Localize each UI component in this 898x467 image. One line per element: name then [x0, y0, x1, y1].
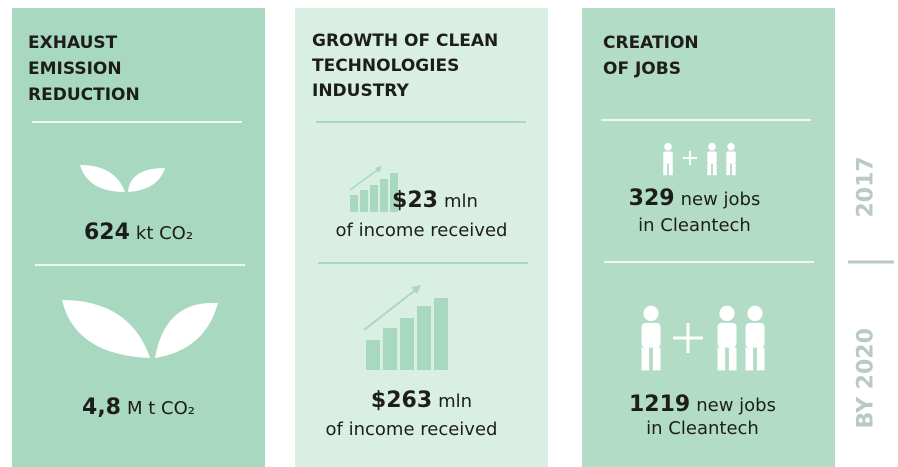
number: $263 [370, 388, 433, 413]
divider [601, 119, 811, 121]
bar-icon [350, 173, 398, 212]
unit: M t CO₂ [127, 398, 195, 419]
panel-title: REDUCTION [28, 85, 140, 105]
divider [604, 261, 814, 263]
value: 329 new jobs [568, 186, 821, 211]
panel-title: OF JOBS [603, 59, 681, 79]
leaf-icon [62, 300, 150, 358]
panel-title: EXHAUST [28, 33, 118, 53]
unit: kt CO₂ [135, 223, 194, 244]
divider [32, 121, 242, 123]
leaf-icon [128, 168, 165, 192]
panel-title: INDUSTRY [312, 81, 409, 101]
note: in Cleantech [638, 215, 751, 236]
period-label: BY 2020 [853, 328, 879, 429]
leaf-icon [80, 165, 125, 192]
number: $23 [392, 188, 438, 213]
panel-title: TECHNOLOGIES [312, 56, 460, 76]
number: 4,8 [82, 395, 121, 420]
number: 1219 [629, 392, 691, 417]
unit: mln [438, 391, 473, 412]
value: 624 kt CO₂ [12, 220, 265, 245]
period-label: 2017 [853, 156, 879, 218]
note: of income received [325, 419, 498, 440]
unit: new jobs [696, 395, 776, 416]
number: 624 [83, 220, 130, 245]
people-icon [663, 142, 736, 176]
value: 1219 new jobs [576, 392, 829, 417]
unit: mln [443, 191, 478, 212]
people-icon [641, 305, 765, 371]
number: 329 [628, 186, 675, 211]
bar-icon [366, 298, 448, 370]
note: of income received [335, 220, 508, 241]
unit: new jobs [680, 189, 761, 210]
value: $263 mln [295, 388, 548, 413]
divider [316, 121, 526, 123]
panel-title: GROWTH OF CLEAN [312, 31, 499, 51]
divider [318, 262, 528, 264]
value: 4,8 M t CO₂ [12, 395, 265, 420]
note: in Cleantech [646, 418, 759, 439]
panel-title: EMISSION [28, 59, 122, 79]
divider [35, 264, 245, 266]
panel-title: CREATION [603, 33, 699, 53]
value: $23 mln [350, 188, 520, 213]
leaf-icon [155, 302, 218, 358]
